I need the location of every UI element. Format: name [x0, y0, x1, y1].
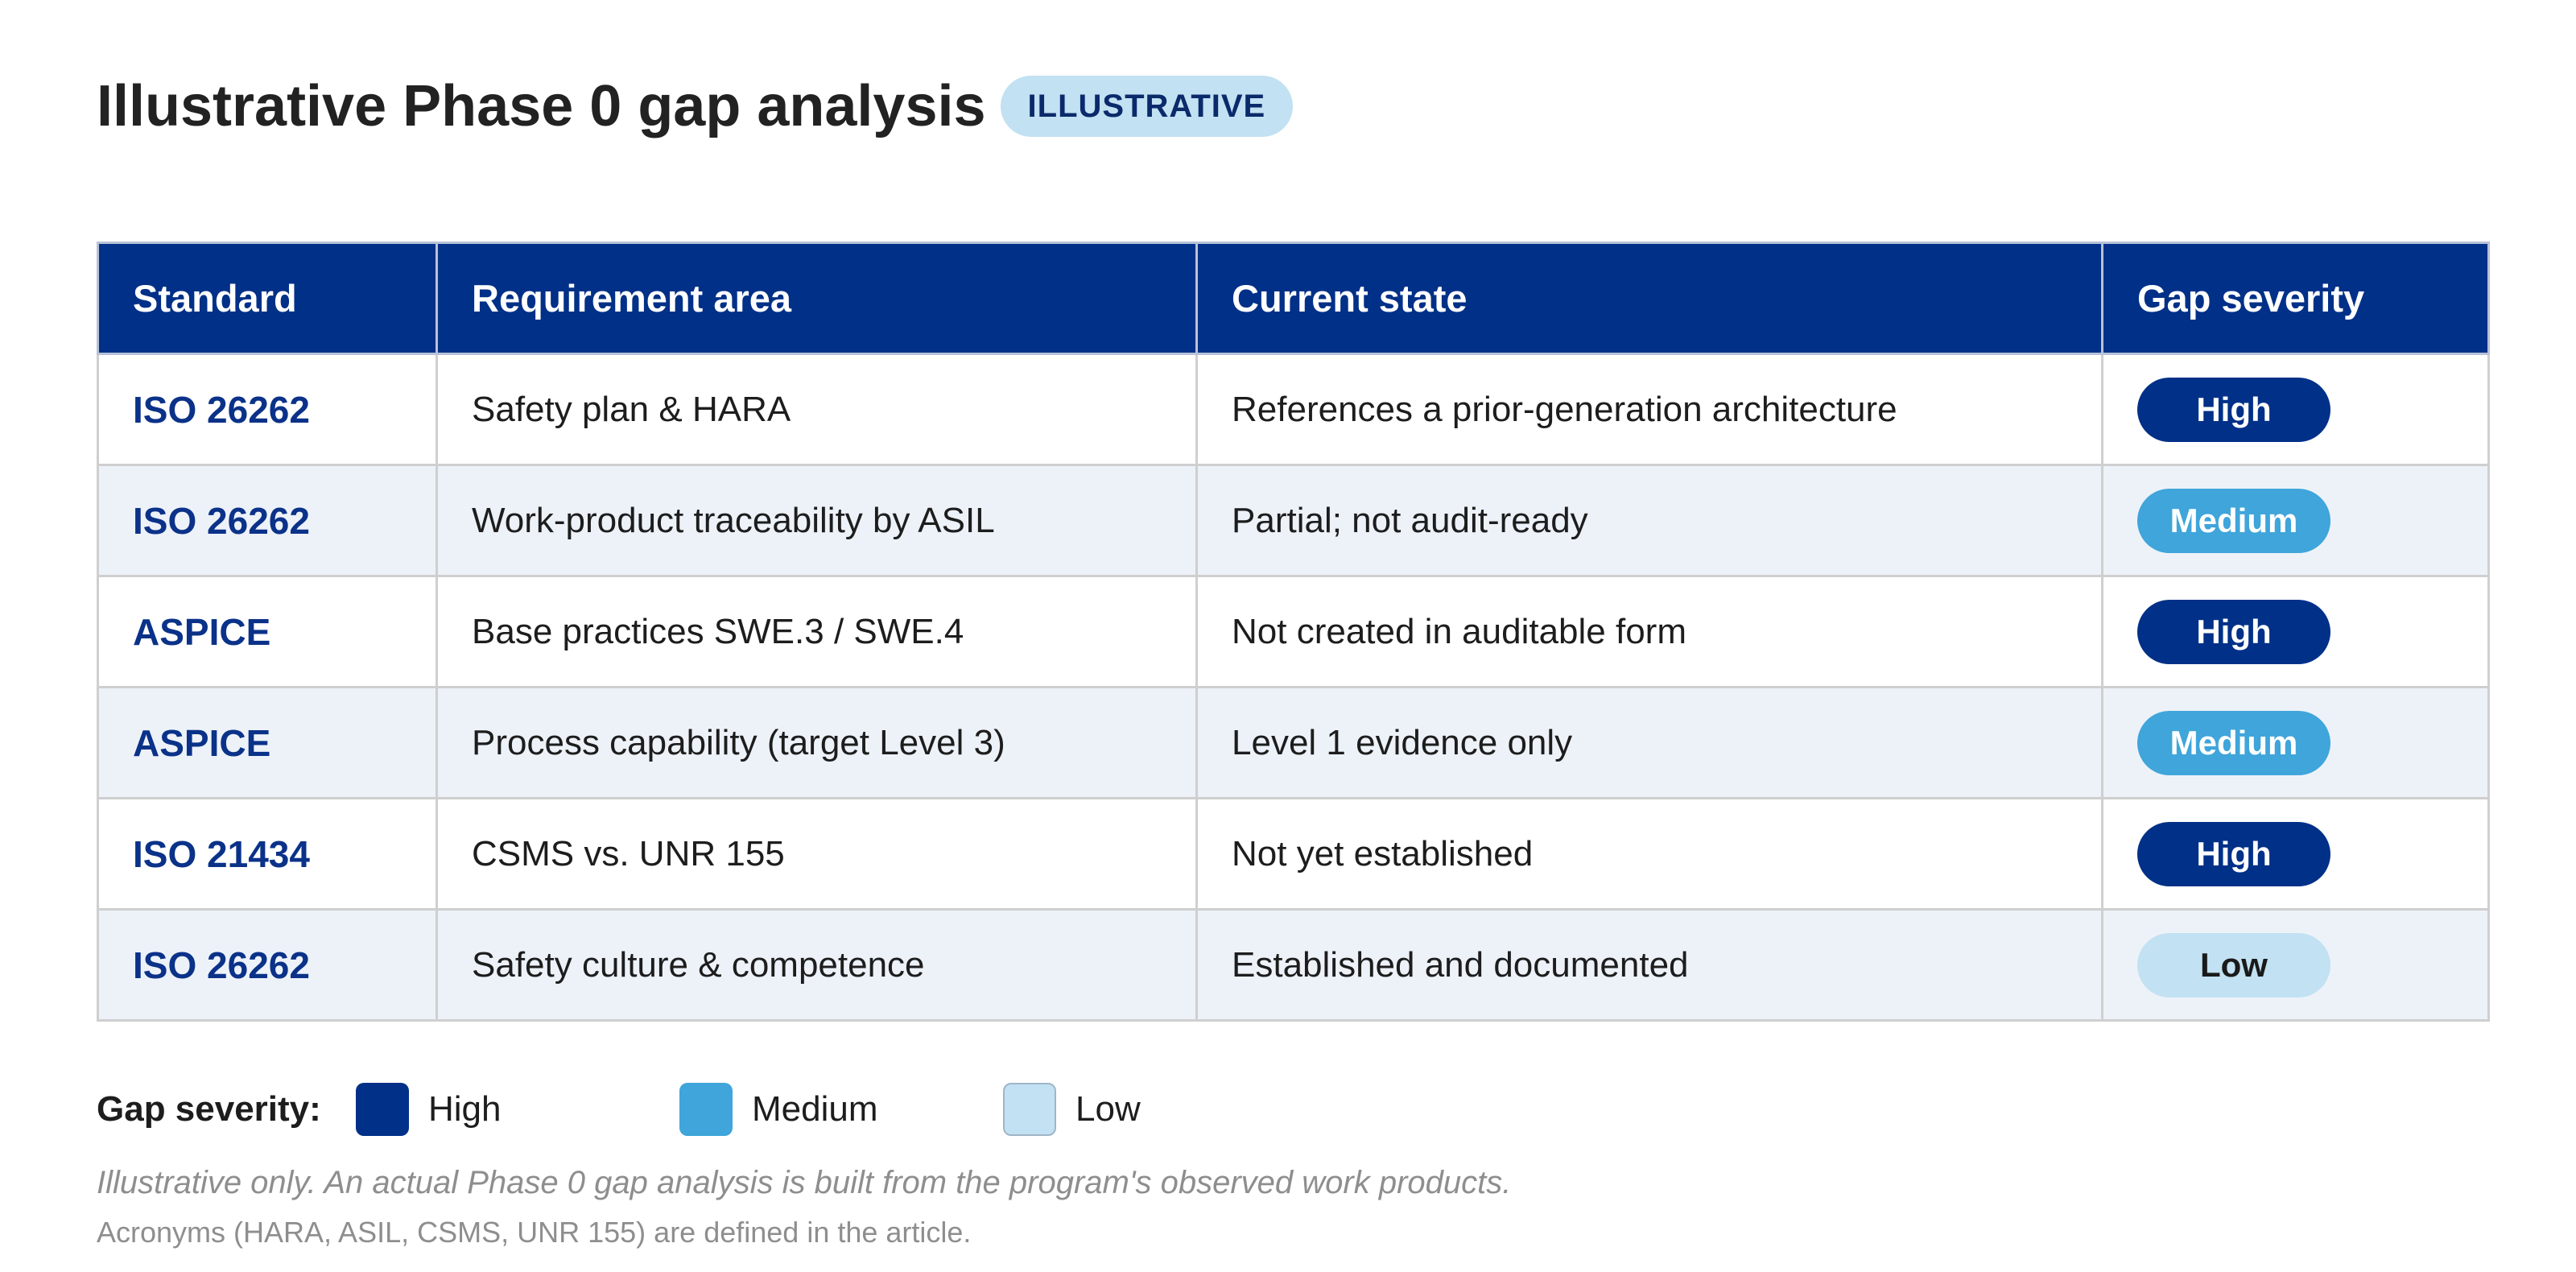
current-state-cell: Established and documented [1195, 908, 2103, 1022]
table-row: ISO 21434 CSMS vs. UNR 155 Not yet estab… [97, 797, 2490, 911]
gap-severity-cell: High [2101, 797, 2490, 911]
requirement-area-cell: Process capability (target Level 3) [436, 686, 1198, 799]
gap-analysis-table: Standard Requirement area Current state … [97, 242, 2490, 1022]
current-state-cell: Not yet established [1195, 797, 2103, 911]
severity-badge-high: High [2137, 599, 2330, 664]
standard-cell: ISO 21434 [97, 797, 438, 911]
column-header-current-state: Current state [1195, 242, 2103, 355]
legend-title: Gap severity: [97, 1089, 321, 1129]
gap-severity-cell: Medium [2101, 464, 2490, 577]
illustrative-note: Illustrative only. An actual Phase 0 gap… [97, 1165, 1512, 1200]
legend-label: High [428, 1089, 502, 1129]
severity-badge-medium: Medium [2137, 710, 2330, 775]
requirement-area-cell: Safety culture & competence [436, 908, 1198, 1022]
gap-severity-cell: High [2101, 353, 2490, 466]
legend-item-low: Low [1003, 1083, 1327, 1136]
standard-cell: ASPICE [97, 686, 438, 799]
current-state-cell: Level 1 evidence only [1195, 686, 2103, 799]
table-row: ISO 26262 Work-product traceability by A… [97, 464, 2490, 577]
legend-swatch-medium [679, 1083, 733, 1136]
severity-legend: Gap severity: High Medium Low [97, 1077, 1327, 1142]
table-row: ISO 26262 Safety plan & HARA References … [97, 353, 2490, 466]
requirement-area-cell: CSMS vs. UNR 155 [436, 797, 1198, 911]
acronyms-note: Acronyms (HARA, ASIL, CSMS, UNR 155) are… [97, 1216, 972, 1249]
gap-severity-cell: Medium [2101, 686, 2490, 799]
current-state-cell: References a prior-generation architectu… [1195, 353, 2103, 466]
legend-swatch-high [356, 1083, 409, 1136]
table-row: ASPICE Base practices SWE.3 / SWE.4 Not … [97, 575, 2490, 688]
legend-item-high: High [356, 1083, 679, 1136]
severity-badge-low: Low [2137, 932, 2330, 997]
requirement-area-cell: Safety plan & HARA [436, 353, 1198, 466]
severity-badge-high: High [2137, 821, 2330, 886]
severity-badge-medium: Medium [2137, 488, 2330, 553]
legend-label: Medium [752, 1089, 878, 1129]
column-header-standard: Standard [97, 242, 438, 355]
current-state-cell: Partial; not audit-ready [1195, 464, 2103, 577]
severity-badge-high: High [2137, 377, 2330, 442]
standard-cell: ISO 26262 [97, 464, 438, 577]
current-state-cell: Not created in auditable form [1195, 575, 2103, 688]
gap-severity-cell: Low [2101, 908, 2490, 1022]
table-row: ASPICE Process capability (target Level … [97, 686, 2490, 799]
standard-cell: ISO 26262 [97, 353, 438, 466]
legend-label: Low [1075, 1089, 1141, 1129]
legend-item-medium: Medium [679, 1083, 1003, 1136]
standard-cell: ASPICE [97, 575, 438, 688]
requirement-area-cell: Base practices SWE.3 / SWE.4 [436, 575, 1198, 688]
standard-cell: ISO 26262 [97, 908, 438, 1022]
gap-severity-cell: High [2101, 575, 2490, 688]
column-header-gap-severity: Gap severity [2101, 242, 2490, 355]
column-header-requirement-area: Requirement area [436, 242, 1198, 355]
legend-swatch-low [1003, 1083, 1056, 1136]
table-header-row: Standard Requirement area Current state … [97, 242, 2490, 355]
table-row: ISO 26262 Safety culture & competence Es… [97, 908, 2490, 1022]
illustrative-badge: ILLUSTRATIVE [1000, 76, 1294, 137]
page-title: Illustrative Phase 0 gap analysis [97, 74, 986, 138]
requirement-area-cell: Work-product traceability by ASIL [436, 464, 1198, 577]
title-row: Illustrative Phase 0 gap analysis ILLUST… [97, 71, 1294, 142]
